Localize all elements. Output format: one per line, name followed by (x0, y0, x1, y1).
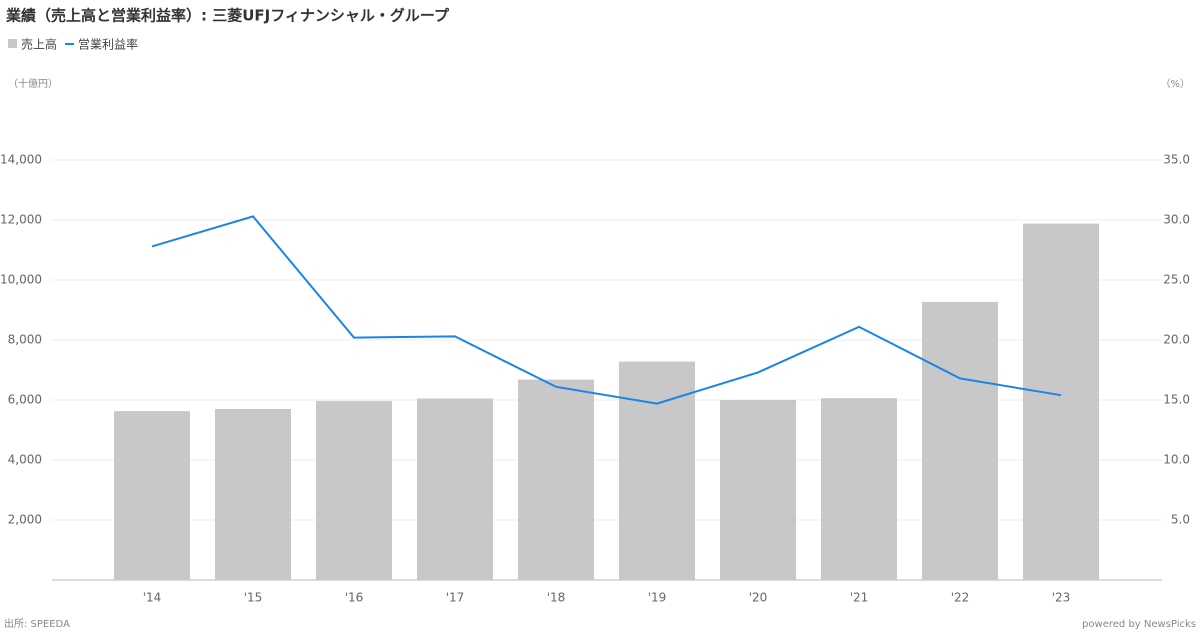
line (151, 215, 1062, 405)
y-tick-label: 12,000 (0, 213, 42, 227)
bar (215, 409, 291, 580)
y2-tick-label: 35.0 (1163, 153, 1190, 167)
y2-tick-label: 10.0 (1163, 453, 1190, 467)
bar (316, 400, 392, 580)
x-tick-label: '18 (547, 591, 566, 605)
bar (619, 361, 695, 580)
y-tick-label: 4,000 (8, 453, 42, 467)
x-tick-label: '14 (143, 591, 162, 605)
chart-title: 業績（売上高と営業利益率）: 三菱UFJフィナンシャル・グループ (5, 7, 450, 25)
x-tick-label: '17 (446, 591, 465, 605)
legend-label: 営業利益率 (78, 37, 138, 52)
x-tick-label: '15 (244, 591, 263, 605)
y-tick-label: 6,000 (8, 393, 42, 407)
y2-tick-label: 15.0 (1163, 393, 1190, 407)
legend-label: 売上高 (21, 37, 57, 52)
source: 出所: SPEEDA (4, 617, 70, 630)
y2-axis-unit: （%） (1160, 78, 1190, 90)
y-tick-label: 2,000 (8, 513, 42, 527)
y2-tick-label: 5.0 (1171, 513, 1190, 527)
y-axis-unit: （十億円） (8, 77, 58, 90)
x-tick-label: '23 (1052, 591, 1071, 605)
y2-tick-label: 25.0 (1163, 273, 1190, 287)
x-tick-label: '19 (648, 591, 667, 605)
y-tick-label: 10,000 (0, 273, 42, 287)
y-tick-label: 14,000 (0, 153, 42, 167)
x-tick-label: '20 (749, 591, 768, 605)
x-tick-label: '16 (345, 591, 364, 605)
x-tick-label: '21 (850, 591, 869, 605)
y2-tick-label: 30.0 (1163, 213, 1190, 227)
bar (417, 398, 493, 580)
x-tick-label: '22 (951, 591, 970, 605)
bar (821, 398, 897, 580)
credit: powered by NewsPicks (1082, 619, 1196, 630)
y2-tick-label: 20.0 (1163, 333, 1190, 347)
y-tick-label: 8,000 (8, 333, 42, 347)
legend-swatch (8, 39, 17, 48)
bar (1023, 223, 1099, 580)
bar (720, 400, 796, 580)
bar (114, 411, 190, 580)
bar (922, 301, 998, 580)
bar (518, 379, 594, 580)
